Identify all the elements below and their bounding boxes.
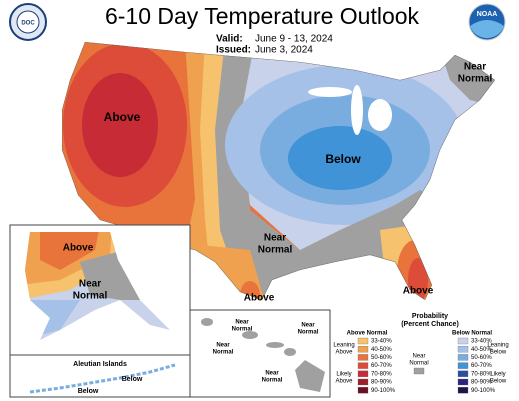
map-label: Near bbox=[235, 320, 249, 326]
legend-header: Below Normal bbox=[452, 331, 492, 337]
map-label: Above bbox=[403, 286, 434, 297]
legend-text: Above bbox=[335, 350, 353, 356]
legend-text: Likely bbox=[490, 372, 505, 378]
map-label: Normal bbox=[213, 350, 234, 356]
legend-swatch bbox=[357, 337, 369, 345]
map-label: Below bbox=[325, 152, 361, 166]
legend-range: 60-70% bbox=[471, 363, 492, 369]
map-label: Near bbox=[464, 62, 486, 73]
legend-text: Above bbox=[335, 379, 353, 385]
legend-swatch bbox=[357, 370, 369, 377]
noaa-logo: NOAA bbox=[468, 3, 506, 41]
title: 6-10 Day Temperature Outlook bbox=[105, 3, 420, 29]
legend-header: Above Normal bbox=[347, 331, 388, 337]
legend-swatch bbox=[357, 362, 369, 369]
legend-range: 90-100% bbox=[371, 388, 396, 394]
legend-swatch bbox=[457, 362, 469, 369]
aleutian-islands bbox=[29, 363, 176, 394]
legend-swatch bbox=[457, 337, 469, 345]
legend-swatch bbox=[357, 378, 369, 386]
map-label: Above bbox=[104, 110, 141, 124]
map-label: Normal bbox=[258, 245, 293, 256]
legend-text: Leaning bbox=[487, 343, 508, 349]
legend-range: 33-40% bbox=[471, 339, 492, 345]
map-label: Normal bbox=[298, 330, 319, 336]
map-label: Below bbox=[122, 376, 143, 383]
legend-swatch bbox=[413, 367, 425, 375]
map-label: Above bbox=[63, 243, 94, 254]
map-label: Normal bbox=[458, 74, 493, 85]
legend-swatch bbox=[457, 387, 469, 394]
hawaii bbox=[201, 318, 325, 392]
legend-range: 80-90% bbox=[471, 380, 492, 386]
legend-swatch bbox=[357, 354, 369, 361]
legend-text: Below bbox=[490, 350, 507, 356]
legend-title: (Percent Chance) bbox=[401, 321, 459, 328]
legend-text: Leaning bbox=[333, 343, 354, 349]
legend-range: 50-60% bbox=[471, 355, 492, 361]
legend-swatch bbox=[357, 387, 369, 394]
legend-range: 33-40% bbox=[371, 339, 392, 345]
map-label: Near bbox=[216, 343, 230, 349]
map-label: Normal bbox=[232, 327, 253, 333]
aleutian-inset bbox=[9, 354, 191, 398]
legend-range: 60-70% bbox=[371, 363, 392, 369]
map-label: Normal bbox=[262, 378, 283, 384]
noaa-text: NOAA bbox=[477, 11, 498, 18]
doc-logo: DOC bbox=[9, 3, 47, 41]
legend-range: 50-60% bbox=[371, 355, 392, 361]
legend-range: 80-90% bbox=[371, 380, 392, 386]
aleutian-title: Aleutian Islands bbox=[73, 361, 127, 368]
legend-range: 40-50% bbox=[471, 347, 492, 353]
legend-range: 70-80% bbox=[471, 371, 492, 377]
map-label: Near bbox=[79, 279, 101, 290]
map-label: Near bbox=[265, 371, 279, 377]
issued-label: Issued: bbox=[216, 45, 251, 56]
legend-title: Probability bbox=[412, 313, 448, 320]
map-label: Near bbox=[301, 323, 315, 329]
legend-range: 90-100% bbox=[471, 388, 496, 394]
legend-swatch bbox=[457, 354, 469, 361]
map-label: Above bbox=[244, 293, 275, 304]
legend-swatch bbox=[457, 370, 469, 377]
map-label: Near bbox=[264, 233, 286, 244]
map-label: Below bbox=[78, 388, 99, 395]
legend-swatch bbox=[457, 378, 469, 386]
issued-date: June 3, 2024 bbox=[255, 45, 313, 56]
valid-label: Valid: bbox=[216, 34, 243, 45]
valid-dates: June 9 - 13, 2024 bbox=[255, 34, 333, 45]
legend-text: Below bbox=[490, 379, 507, 385]
legend-text: Normal bbox=[409, 361, 428, 367]
map-label: Normal bbox=[73, 291, 108, 302]
legend-range: 40-50% bbox=[371, 347, 392, 353]
legend-text: Likely bbox=[336, 372, 351, 378]
legend-text: Near bbox=[412, 354, 425, 360]
legend-range: 70-80% bbox=[371, 371, 392, 377]
legend: Probability (Percent Chance) Above Norma… bbox=[333, 313, 508, 394]
legend-swatch bbox=[357, 346, 369, 353]
doc-text: DOC bbox=[21, 21, 35, 27]
legend-swatch bbox=[457, 346, 469, 353]
